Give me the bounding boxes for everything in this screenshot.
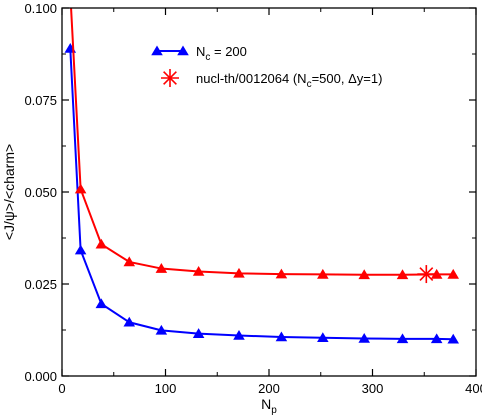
legend-entry-blue: Nc = 200 <box>151 44 247 63</box>
data-point-blue <box>155 324 168 335</box>
data-point-blue <box>123 316 136 327</box>
data-point-reference <box>417 265 436 284</box>
y-tick-label: 0.000 <box>24 369 57 384</box>
x-tick-label: 300 <box>362 381 384 396</box>
x-axis-title-sub: p <box>271 405 277 416</box>
legend-marker-blue-right <box>177 45 189 56</box>
legend-label-blue-sub: c <box>205 52 210 63</box>
axes-layer: 0 100 200 300 400 0.000 0.025 0.050 0.075 0.100 <box>24 1 482 396</box>
data-point-red <box>430 268 443 279</box>
data-point-red <box>275 268 288 279</box>
legend-marker-blue-left <box>151 45 163 56</box>
data-point-red <box>95 238 108 249</box>
data-point-blue <box>396 333 409 344</box>
x-tick-label: 0 <box>58 381 65 396</box>
data-point-red <box>233 267 245 278</box>
legend-label-reference-tail: =500, Δy=1) <box>312 71 383 86</box>
data-point-blue <box>358 332 370 343</box>
x-tick-label: 400 <box>465 381 482 396</box>
data-point-red <box>358 269 370 280</box>
data-point-blue <box>447 333 460 344</box>
x-tick-label: 100 <box>155 381 177 396</box>
y-axis-title: <J/ψ>/<charm> <box>1 144 17 240</box>
data-point-blue <box>192 328 205 338</box>
y-tick-label: 0.025 <box>24 277 57 292</box>
plot-layer <box>64 8 460 344</box>
x-axis-title-main: N <box>261 396 271 412</box>
data-point-red <box>396 269 409 280</box>
data-point-blue <box>233 330 245 340</box>
data-point-red <box>317 268 329 279</box>
data-point-blue <box>275 331 288 342</box>
data-point-red <box>123 256 136 267</box>
data-point-blue <box>430 333 443 344</box>
x-axis-title: Np <box>261 396 277 416</box>
legend: Nc = 200 nucl-th/0012064 (Nc=500, Δy=1) <box>151 44 382 90</box>
y-tick-label: 0.050 <box>24 185 57 200</box>
legend-label-reference-main: nucl-th/0012064 (N <box>196 71 307 86</box>
data-point-red <box>74 183 87 194</box>
data-point-blue <box>74 244 87 255</box>
legend-label-reference: nucl-th/0012064 (Nc=500, Δy=1) <box>196 71 382 90</box>
x-tick-label: 200 <box>258 381 280 396</box>
y-tick-label: 0.075 <box>24 93 57 108</box>
legend-label-blue: Nc = 200 <box>196 44 247 63</box>
legend-entry-reference: nucl-th/0012064 (Nc=500, Δy=1) <box>161 69 382 90</box>
data-point-blue <box>95 298 108 309</box>
legend-label-reference-sub: c <box>307 79 312 90</box>
legend-label-blue-tail: = 200 <box>210 44 247 59</box>
data-point-red <box>155 263 168 273</box>
data-point-red <box>447 268 460 279</box>
data-point-red <box>192 265 205 276</box>
legend-label-blue-main: N <box>196 44 205 59</box>
legend-marker-asterisk <box>161 69 179 87</box>
data-point-blue <box>317 332 329 343</box>
y-tick-label: 0.100 <box>24 1 57 16</box>
